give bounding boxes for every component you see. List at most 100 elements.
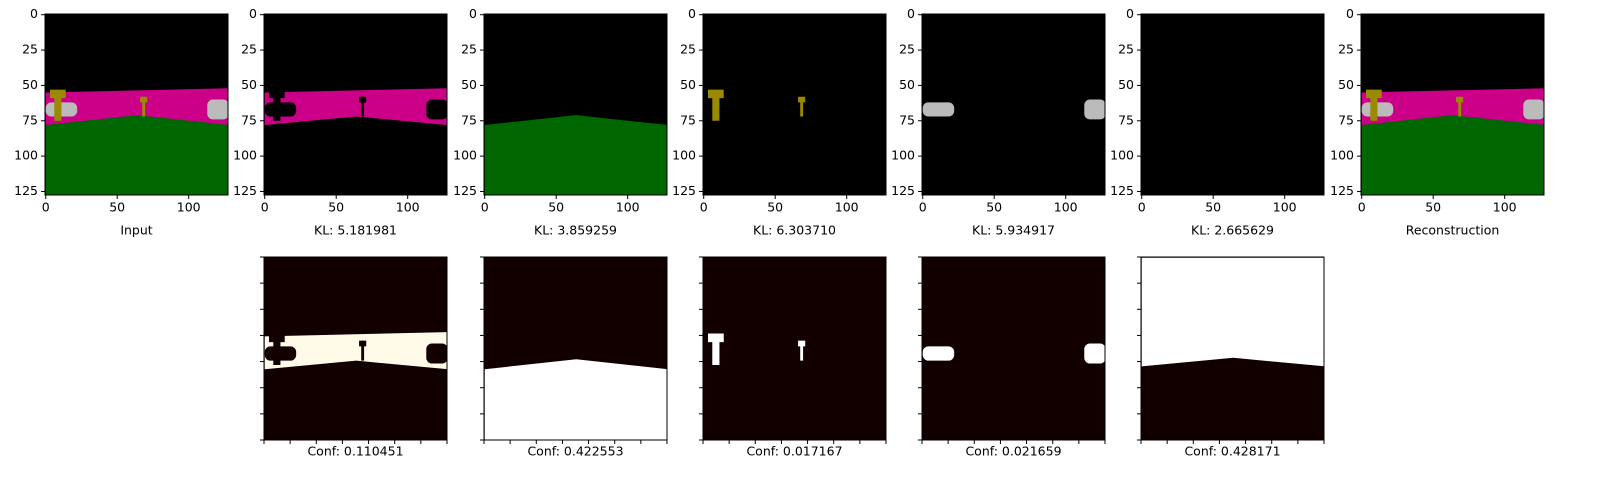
image-background <box>703 257 886 440</box>
image-region <box>1084 343 1105 364</box>
image-region <box>359 96 367 117</box>
y-tick-label: 100 <box>1110 148 1134 163</box>
x-tick-label: 100 <box>616 200 640 215</box>
x-tick-label: 100 <box>835 200 859 215</box>
y-tick-label: 75 <box>899 112 915 127</box>
y-tick-label: 75 <box>461 112 477 127</box>
x-tick-label: 50 <box>1205 200 1221 215</box>
axes-frame <box>263 13 448 196</box>
image-region <box>1141 257 1324 367</box>
image-region <box>1361 115 1544 195</box>
axes-frame <box>1360 13 1545 196</box>
caption: Conf: 0.017167 <box>746 444 842 459</box>
image <box>1141 257 1324 440</box>
axes-frame <box>1140 256 1325 441</box>
y-tick-label: 50 <box>1118 77 1134 92</box>
x-tick-label: 50 <box>109 200 125 215</box>
image-region <box>1361 88 1544 126</box>
y-tick-label: 75 <box>680 112 696 127</box>
y-tick-label: 50 <box>241 77 257 92</box>
image-region <box>922 346 955 361</box>
axes-frame <box>921 13 1106 196</box>
image-region <box>359 340 367 361</box>
axes-frame <box>921 256 1106 441</box>
x-tick-label: 0 <box>700 200 708 215</box>
image-region <box>269 333 285 365</box>
axes-frame <box>483 256 668 441</box>
y-tick-label: 100 <box>14 148 38 163</box>
x-tick-label: 0 <box>1138 200 1146 215</box>
y-tick-label: 25 <box>1118 42 1134 57</box>
y-tick-label: 25 <box>1338 42 1354 57</box>
caption: Conf: 0.021659 <box>965 444 1061 459</box>
y-tick-label: 25 <box>22 42 38 57</box>
x-tick-label: 100 <box>396 200 420 215</box>
caption: Conf: 0.422553 <box>527 444 623 459</box>
y-tick-label: 100 <box>1330 148 1354 163</box>
image-region <box>269 89 285 121</box>
image <box>922 14 1105 195</box>
image <box>703 14 886 195</box>
image-region <box>708 333 724 365</box>
image <box>484 257 667 440</box>
x-tick-label: 0 <box>919 200 927 215</box>
axes-frame <box>483 13 668 196</box>
y-tick-label: 125 <box>233 183 257 198</box>
image-region <box>1366 89 1382 121</box>
caption: Conf: 0.428171 <box>1184 444 1280 459</box>
y-tick-label: 125 <box>1110 183 1134 198</box>
y-tick-label: 125 <box>453 183 477 198</box>
image-region <box>50 89 66 121</box>
y-tick-label: 0 <box>1346 6 1354 21</box>
image-region <box>1456 96 1464 117</box>
y-tick-label: 75 <box>1118 112 1134 127</box>
x-tick-label: 100 <box>177 200 201 215</box>
image-background <box>703 14 886 195</box>
y-tick-label: 50 <box>22 77 38 92</box>
image-region <box>426 343 447 364</box>
y-tick-label: 125 <box>672 183 696 198</box>
image-background <box>1141 14 1324 195</box>
y-tick-label: 75 <box>1338 112 1354 127</box>
image-region <box>484 359 667 440</box>
axes-frame <box>263 256 448 441</box>
y-tick-label: 0 <box>469 6 477 21</box>
axes-frame <box>1140 13 1325 196</box>
axes-frame <box>702 13 887 196</box>
x-tick-label: 50 <box>548 200 564 215</box>
image-region <box>798 96 806 117</box>
caption: Conf: 0.110451 <box>307 444 403 459</box>
y-tick-label: 125 <box>14 183 38 198</box>
y-tick-label: 0 <box>30 6 38 21</box>
caption: KL: 5.934917 <box>972 223 1055 238</box>
image <box>922 257 1105 440</box>
y-tick-label: 50 <box>461 77 477 92</box>
image <box>484 14 667 195</box>
image-region <box>1084 99 1105 120</box>
caption: KL: 2.665629 <box>1191 223 1274 238</box>
image-region <box>426 99 447 120</box>
image-region <box>922 102 955 117</box>
image-region <box>708 89 724 121</box>
y-tick-label: 125 <box>1330 183 1354 198</box>
image <box>264 14 447 195</box>
x-tick-label: 50 <box>767 200 783 215</box>
image <box>45 14 228 195</box>
x-tick-label: 50 <box>1425 200 1441 215</box>
caption: Input <box>120 223 152 238</box>
image-region <box>207 99 228 120</box>
image-region <box>798 340 806 361</box>
y-tick-label: 75 <box>241 112 257 127</box>
axes-frame <box>702 256 887 441</box>
x-tick-label: 0 <box>481 200 489 215</box>
y-tick-label: 25 <box>241 42 257 57</box>
x-tick-label: 100 <box>1054 200 1078 215</box>
y-tick-label: 50 <box>899 77 915 92</box>
x-tick-label: 100 <box>1493 200 1517 215</box>
y-tick-label: 0 <box>688 6 696 21</box>
x-tick-label: 50 <box>986 200 1002 215</box>
image-region <box>484 115 667 195</box>
y-tick-label: 0 <box>249 6 257 21</box>
y-tick-label: 100 <box>453 148 477 163</box>
